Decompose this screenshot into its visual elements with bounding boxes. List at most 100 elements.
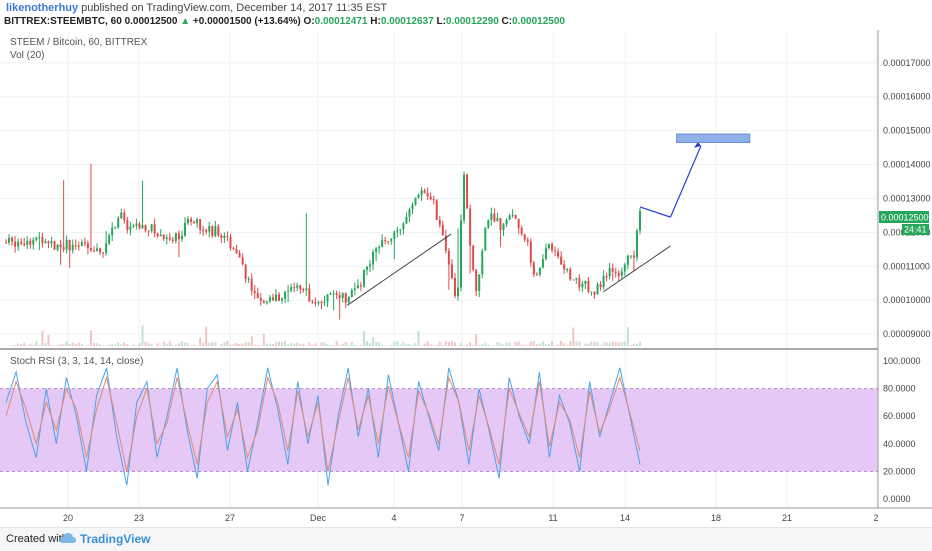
candle-body xyxy=(384,240,386,241)
stoch-rsi-axis[interactable]: 100.000080.000060.000040.000020.00000.00… xyxy=(883,356,921,504)
candle-body xyxy=(399,229,401,230)
candle-body xyxy=(530,242,532,263)
candle-body xyxy=(229,237,231,248)
volume-bar xyxy=(506,342,508,346)
candle-body xyxy=(548,244,550,248)
volume-bar xyxy=(448,342,450,346)
price-axis[interactable]: 0.000170000.000160000.000150000.00014000… xyxy=(883,58,931,339)
candle-body xyxy=(32,240,34,245)
price-change: +0.00001500 (+13.64%) xyxy=(193,16,301,27)
candle-body xyxy=(593,292,595,295)
volume-bar xyxy=(205,327,207,346)
volume-bar xyxy=(469,342,471,346)
candle-body xyxy=(166,238,168,239)
volume-bar xyxy=(606,342,608,346)
candle-body xyxy=(357,285,359,288)
candle-body xyxy=(436,200,438,220)
candle-body xyxy=(378,247,380,248)
time-tick-label: 27 xyxy=(225,513,235,523)
volume-bar xyxy=(366,341,368,346)
candle-body xyxy=(260,298,262,301)
candle-body xyxy=(223,236,225,238)
volume-bar xyxy=(521,344,523,346)
candle-body xyxy=(603,276,605,287)
volume-bar xyxy=(108,345,110,346)
volume-bar xyxy=(445,341,447,346)
open-value: 0.00012471 xyxy=(315,16,368,27)
volume-bar xyxy=(354,345,356,346)
volume-bar xyxy=(609,343,611,346)
candle-body xyxy=(211,226,213,236)
volume-bar xyxy=(23,343,25,346)
symbol-label: BITTREX:STEEMBTC, 60 xyxy=(4,16,122,27)
candle-body xyxy=(35,238,37,240)
candle-body xyxy=(569,269,571,279)
volume-bar xyxy=(408,344,410,346)
candle-body xyxy=(287,291,289,292)
candle-body xyxy=(472,246,474,270)
candle-body xyxy=(478,274,480,291)
candle-body xyxy=(624,265,626,272)
candle-body xyxy=(527,240,529,242)
created-with-text: Created with xyxy=(6,533,68,545)
volume-bar xyxy=(257,345,259,346)
candle-body xyxy=(117,218,119,228)
candle-body xyxy=(636,231,638,258)
candle-body xyxy=(236,249,238,253)
candle-body xyxy=(126,220,128,230)
candle-body xyxy=(524,234,526,240)
candle-body xyxy=(63,247,65,249)
volume-bar xyxy=(597,342,599,346)
time-tick-label: 18 xyxy=(711,513,721,523)
volume-bar xyxy=(381,345,383,346)
stoch-rsi-tick-label: 40.0000 xyxy=(883,439,916,449)
low-label: L: xyxy=(436,16,445,27)
volume-bar xyxy=(493,345,495,346)
time-tick-label: 4 xyxy=(391,513,396,523)
volume-bar xyxy=(114,345,116,346)
volume-bar xyxy=(251,336,253,346)
candle-body xyxy=(251,279,253,291)
volume-bar xyxy=(466,344,468,346)
candle-body xyxy=(93,250,95,251)
volume-bar xyxy=(378,342,380,346)
candle-body xyxy=(5,243,7,244)
volume-bar xyxy=(502,344,504,346)
candle-body xyxy=(351,290,353,297)
volume-bar xyxy=(254,345,256,346)
candle-body xyxy=(375,248,377,252)
volume-bar xyxy=(41,331,43,346)
candle-body xyxy=(57,245,59,250)
candle-body xyxy=(348,297,350,302)
candle-body xyxy=(533,263,535,275)
candle-body xyxy=(278,294,280,300)
candle-body xyxy=(245,265,247,279)
volume-bar xyxy=(499,344,501,346)
volume-bar xyxy=(284,341,286,346)
volume-bar xyxy=(29,344,31,346)
candle-body xyxy=(184,223,186,236)
candle-body xyxy=(163,235,165,239)
author-link[interactable]: likenotherhuy xyxy=(6,2,78,14)
candle-body xyxy=(72,245,74,250)
tradingview-brand-link[interactable]: TradingView xyxy=(80,532,150,546)
candle-body xyxy=(587,281,589,292)
volume-bar xyxy=(348,345,350,346)
volume-bar xyxy=(442,345,444,346)
volume-bar xyxy=(169,342,171,346)
candle-body xyxy=(372,252,374,265)
volume-bar xyxy=(202,343,204,346)
volume-bar xyxy=(269,344,271,346)
time-tick-label: 11 xyxy=(548,513,557,523)
volume-bar xyxy=(475,334,477,346)
chart-canvas[interactable]: 0.000170000.000160000.000150000.00014000… xyxy=(0,30,932,527)
candle-body xyxy=(466,175,468,209)
volume-bar xyxy=(20,344,22,346)
candle-body xyxy=(51,241,53,243)
time-tick-label: 23 xyxy=(134,513,144,523)
volume-bar xyxy=(263,334,265,346)
candle-body xyxy=(314,302,316,303)
volume-bar xyxy=(496,342,498,346)
volume-bar xyxy=(509,343,511,346)
